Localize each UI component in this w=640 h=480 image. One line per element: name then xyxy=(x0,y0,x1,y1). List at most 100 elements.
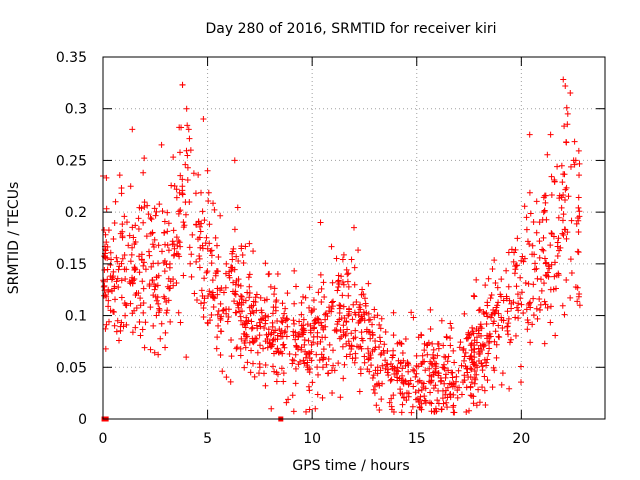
data-point xyxy=(560,211,567,218)
data-point xyxy=(556,192,563,199)
chart-title: Day 280 of 2016, SRMTID for receiver kir… xyxy=(205,21,496,37)
data-point xyxy=(365,350,372,357)
data-point xyxy=(105,286,112,293)
data-point xyxy=(510,258,517,265)
data-point xyxy=(212,272,219,279)
data-point xyxy=(493,307,500,314)
data-point xyxy=(402,335,409,342)
data-point xyxy=(492,279,499,286)
data-point xyxy=(132,324,139,331)
data-point xyxy=(242,243,249,250)
data-point xyxy=(138,256,145,263)
data-point xyxy=(136,204,143,211)
data-point xyxy=(184,177,191,184)
data-point xyxy=(175,237,182,244)
data-point xyxy=(464,365,471,372)
data-point xyxy=(352,327,359,334)
data-point xyxy=(563,184,570,191)
data-point xyxy=(192,190,199,197)
data-point xyxy=(427,389,434,396)
data-point xyxy=(107,262,114,269)
data-point xyxy=(505,249,512,256)
data-point xyxy=(249,308,256,315)
data-point xyxy=(570,157,577,164)
data-point xyxy=(506,339,513,346)
data-point xyxy=(541,192,548,199)
data-point xyxy=(351,309,358,316)
data-point xyxy=(193,258,200,265)
data-point xyxy=(485,275,492,282)
data-point xyxy=(324,370,331,377)
data-point xyxy=(490,364,497,371)
data-point xyxy=(223,310,230,317)
data-point xyxy=(237,352,244,359)
data-point xyxy=(351,359,358,366)
data-point xyxy=(204,320,211,327)
data-point xyxy=(352,334,359,341)
data-point xyxy=(112,198,119,205)
data-point xyxy=(223,260,230,267)
data-point xyxy=(441,380,448,387)
data-point xyxy=(289,356,296,363)
data-point xyxy=(179,187,186,194)
data-point xyxy=(318,285,325,292)
data-point xyxy=(404,359,411,366)
data-point xyxy=(231,157,238,164)
data-point xyxy=(320,354,327,361)
data-point xyxy=(517,379,524,386)
data-point xyxy=(308,341,315,348)
data-point xyxy=(277,348,284,355)
data-point xyxy=(212,234,219,241)
data-point xyxy=(238,317,245,324)
data-point xyxy=(166,260,173,267)
data-point xyxy=(211,206,218,213)
data-point xyxy=(526,131,533,138)
data-point xyxy=(118,319,125,326)
data-point xyxy=(418,387,425,394)
data-point xyxy=(151,286,158,293)
data-point xyxy=(203,234,210,241)
data-point xyxy=(290,408,297,415)
data-point xyxy=(149,241,156,248)
data-point xyxy=(265,326,272,333)
data-point xyxy=(463,384,470,391)
data-point xyxy=(356,317,363,324)
data-point xyxy=(300,293,307,300)
data-point xyxy=(267,283,274,290)
data-point xyxy=(112,296,119,303)
data-point xyxy=(567,89,574,96)
data-point xyxy=(198,220,205,227)
data-point xyxy=(205,197,212,204)
data-point xyxy=(508,246,515,253)
data-point xyxy=(254,325,261,332)
data-point xyxy=(316,357,323,364)
data-point xyxy=(248,303,255,310)
data-point xyxy=(262,361,269,368)
data-point xyxy=(139,278,146,285)
data-point xyxy=(115,266,122,273)
data-point xyxy=(367,335,374,342)
data-point xyxy=(180,272,187,279)
data-point xyxy=(557,244,564,251)
data-point xyxy=(312,405,319,412)
data-point xyxy=(183,354,190,361)
data-point xyxy=(458,362,465,369)
data-point xyxy=(541,298,548,305)
data-point xyxy=(151,205,158,212)
data-point xyxy=(291,320,298,327)
data-point xyxy=(496,334,503,341)
data-point xyxy=(539,246,546,253)
data-point xyxy=(208,252,215,259)
data-point xyxy=(307,329,314,336)
data-point xyxy=(522,280,529,287)
data-point xyxy=(529,251,536,258)
data-point xyxy=(435,345,442,352)
x-tick-label: 15 xyxy=(408,431,426,447)
data-point xyxy=(111,322,118,329)
data-point xyxy=(336,305,343,312)
data-point xyxy=(269,363,276,370)
data-point xyxy=(147,346,154,353)
data-point xyxy=(415,363,422,370)
data-point xyxy=(200,116,207,123)
data-point xyxy=(514,235,521,242)
